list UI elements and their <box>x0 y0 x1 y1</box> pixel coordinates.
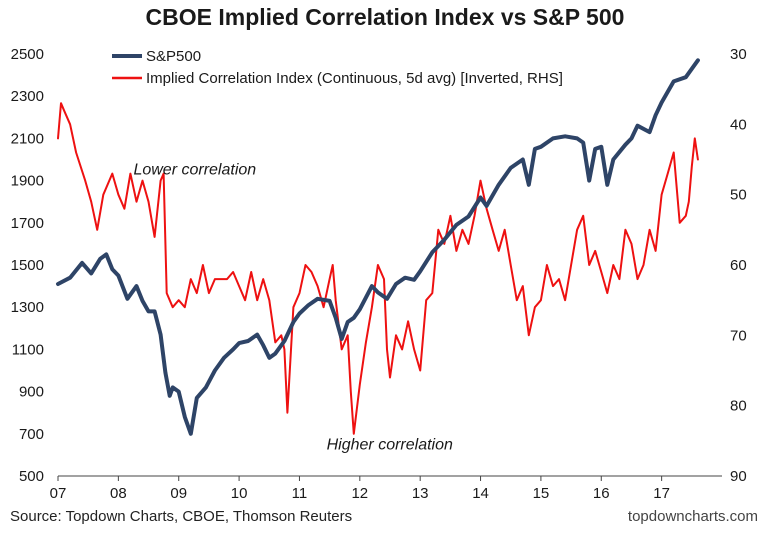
y-left-tick-label: 2300 <box>11 88 44 105</box>
y-left-tick-label: 900 <box>19 384 44 401</box>
y-left-tick-label: 1100 <box>12 341 44 358</box>
x-tick-label: 11 <box>292 485 308 502</box>
y-left-tick-label: 1500 <box>11 257 44 274</box>
legend-label: S&P500 <box>146 48 201 65</box>
y-right-tick-label: 80 <box>730 398 747 415</box>
series-sp500-line <box>56 58 700 436</box>
y-right-tick-label: 90 <box>730 468 747 485</box>
y-left-tick-label: 2100 <box>11 130 44 147</box>
chart-title: CBOE Implied Correlation Index vs S&P 50… <box>145 4 625 30</box>
series-implied-correlation-line <box>57 102 699 435</box>
source-note: Source: Topdown Charts, CBOE, Thomson Re… <box>10 508 353 525</box>
x-tick-label: 07 <box>50 485 67 502</box>
x-tick-label: 12 <box>351 485 368 502</box>
x-tick-label: 17 <box>653 485 670 502</box>
x-tick-label: 09 <box>170 485 187 502</box>
x-tick-label: 14 <box>472 485 489 502</box>
legend: S&P500 Implied Correlation Index (Continu… <box>112 48 563 87</box>
y-right-tick-label: 30 <box>730 46 747 63</box>
series-layer <box>56 58 700 436</box>
x-tick-label: 08 <box>110 485 127 502</box>
y-left-tick-label: 700 <box>19 426 44 443</box>
y-right-tick-label: 60 <box>730 257 747 274</box>
x-tick-label: 10 <box>231 485 248 502</box>
brand-watermark: topdowncharts.com <box>627 508 758 525</box>
annotations: Lower correlation Higher correlation <box>133 161 453 453</box>
legend-label: Implied Correlation Index (Continuous, 5… <box>146 70 563 87</box>
y-left-tick-label: 1900 <box>11 173 44 190</box>
x-tick-label: 15 <box>533 485 550 502</box>
y-right-tick-label: 50 <box>730 187 747 204</box>
x-tick-label: 13 <box>412 485 429 502</box>
y-left-tick-label: 1300 <box>11 299 44 316</box>
y-left-tick-label: 500 <box>19 468 44 485</box>
annotation-label: Higher correlation <box>327 437 453 454</box>
x-tick-label: 16 <box>593 485 610 502</box>
y-left-tick-label: 1700 <box>11 215 44 232</box>
axes: 07 08 09 10 11 12 13 14 15 16 17 500 700 900 1100 1300 1… <box>11 46 747 502</box>
y-left-tick-label: 2500 <box>11 46 44 63</box>
annotation-label: Lower correlation <box>133 161 256 178</box>
y-right-tick-label: 40 <box>730 116 747 133</box>
y-right-tick-label: 70 <box>730 327 747 344</box>
